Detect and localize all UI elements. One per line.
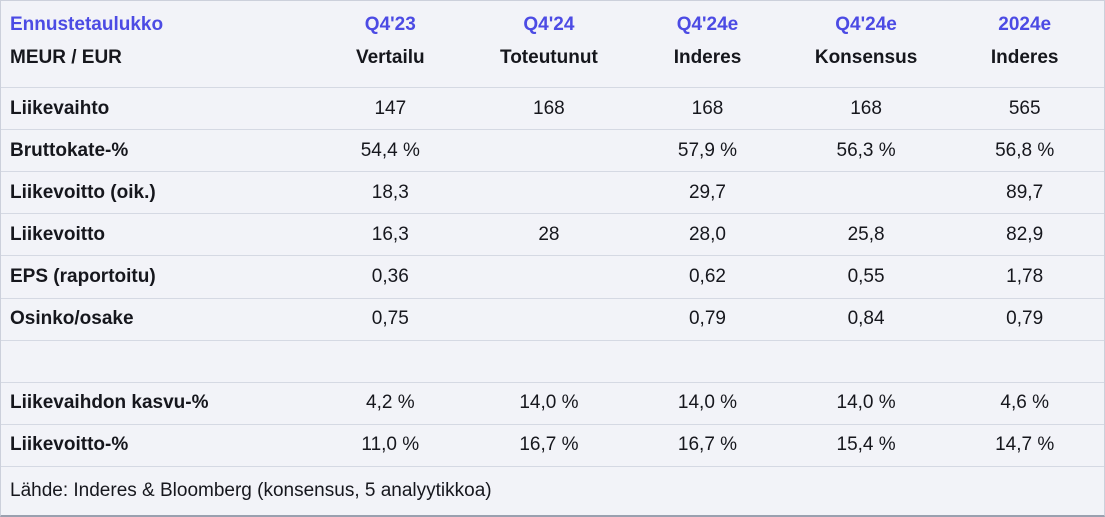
table-cell: 82,9	[1006, 223, 1044, 245]
table-cell: 14,0 %	[519, 392, 579, 414]
row-label: Liikevaihto	[10, 97, 110, 119]
table-cell: 16,7 %	[677, 434, 738, 456]
table-cell: 0,36	[371, 265, 409, 287]
table-cell: 16,3	[371, 223, 409, 245]
column-header-source: Konsensus	[814, 46, 918, 68]
table-cell: 89,7	[1006, 181, 1044, 203]
table-cell: 16,7 %	[519, 434, 579, 456]
table-cell: 25,8	[847, 223, 885, 245]
table-cell: 28,0	[688, 223, 726, 245]
table-title: Ennustetaulukko	[10, 14, 164, 35]
table-cell: 14,0 %	[836, 392, 896, 414]
table-cell: 0,79	[688, 308, 726, 330]
column-header: 2024e Inderes	[945, 1, 1104, 87]
table-cell: 56,3 %	[836, 139, 896, 161]
row-label: Bruttokate-%	[10, 139, 129, 161]
column-header-period: 2024e	[998, 14, 1052, 35]
table-cell: 14,7 %	[995, 434, 1055, 456]
table-cell: 0,55	[847, 265, 885, 287]
table-cell: 18,3	[371, 181, 409, 203]
table-header: Ennustetaulukko MEUR / EUR Q4'23 Vertailu…	[1, 1, 1104, 87]
table-row: Liikevaihdon kasvu-% 4,2 % 14,0 % 14,0 % 14,…	[1, 381, 1104, 424]
column-header-source: Toteutunut	[500, 46, 598, 68]
table-cell: 0,75	[371, 308, 409, 330]
column-header-period: Q4'24e	[676, 14, 739, 35]
row-label: Liikevaihdon kasvu-%	[10, 392, 209, 414]
table-cell: 28	[538, 223, 560, 245]
row-label: Liikevoitto (oik.)	[10, 181, 156, 203]
table-unit-label: MEUR / EUR	[10, 46, 122, 68]
row-label: Osinko/osake	[10, 308, 134, 330]
column-header-source: Inderes	[673, 46, 742, 68]
table-header-left: Ennustetaulukko MEUR / EUR	[1, 1, 311, 87]
row-label: Liikevoitto-%	[10, 434, 129, 456]
table-cell: 1,78	[1006, 265, 1044, 287]
table-row: Liikevoitto (oik.) 18,3 29,7 89,7	[1, 171, 1104, 213]
table-cell: 168	[850, 97, 882, 119]
table-cell: 0,84	[847, 308, 885, 330]
column-header-period: Q4'24e	[835, 14, 897, 35]
column-header: Q4'24e Konsensus	[787, 1, 946, 87]
table-row: EPS (raportoitu) 0,36 0,62 0,55 1,78	[1, 255, 1104, 297]
column-header-source: Vertailu	[355, 46, 425, 68]
table-cell: 147	[374, 97, 407, 119]
table-cell: 14,0 %	[677, 392, 738, 414]
table-row: Osinko/osake 0,75 0,79 0,84 0,79	[1, 297, 1104, 340]
column-header: Q4'24 Toteutunut	[470, 1, 629, 87]
table-cell: 15,4 %	[836, 434, 896, 456]
source-note: Lähde: Inderes & Bloomberg (konsensus, 5…	[10, 479, 492, 501]
row-label: Liikevoitto	[10, 223, 106, 245]
column-header: Q4'24e Inderes	[628, 1, 787, 87]
table-row: Liikevoitto-% 11,0 % 16,7 % 16,7 % 15,4 % 14,…	[1, 423, 1104, 466]
table-cell: 4,6 %	[1000, 392, 1049, 414]
table-cell: 56,8 %	[995, 139, 1055, 161]
table-cell: 29,7	[688, 181, 726, 203]
table-row: Liikevaihto 147 168 168 168 565	[1, 87, 1104, 129]
column-header: Q4'23 Vertailu	[311, 1, 470, 87]
table-cell: 11,0 %	[361, 434, 420, 456]
column-header-period: Q4'23	[364, 14, 416, 35]
spacer-row	[1, 339, 1104, 382]
table-cell: 0,62	[688, 265, 726, 287]
table-row: Bruttokate-% 54,4 % 57,9 % 56,3 % 56,8 %	[1, 129, 1104, 171]
table-cell: 168	[533, 97, 565, 119]
table-cell: 54,4 %	[360, 139, 420, 161]
row-label: EPS (raportoitu)	[10, 265, 156, 287]
table-cell: 4,2 %	[366, 392, 415, 414]
table-row: Liikevoitto 16,3 28 28,0 25,8 82,9	[1, 213, 1104, 255]
table-cell: 168	[691, 97, 724, 119]
table-cell: 57,9 %	[677, 139, 738, 161]
table-cell: 0,79	[1006, 308, 1044, 330]
table-footer: Lähde: Inderes & Bloomberg (konsensus, 5…	[1, 465, 1104, 515]
table-cell: 565	[1008, 97, 1041, 119]
column-header-period: Q4'24	[523, 14, 575, 35]
column-header-source: Inderes	[990, 46, 1059, 68]
